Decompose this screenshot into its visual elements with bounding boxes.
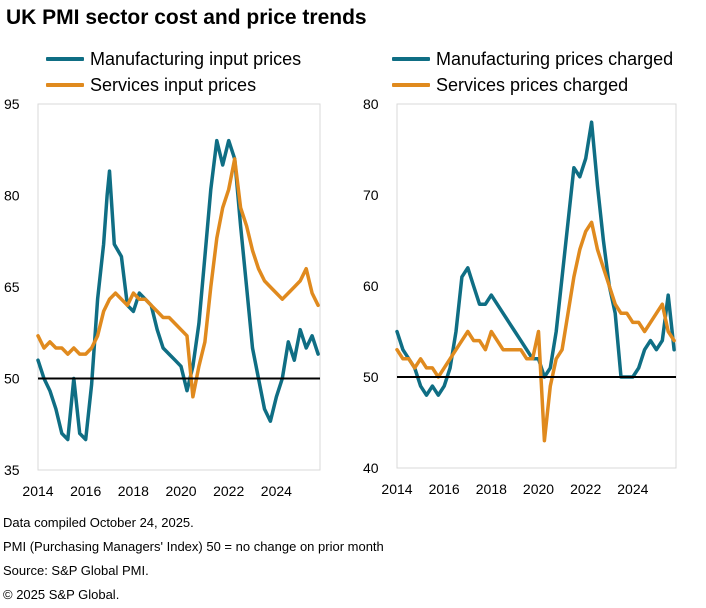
x-tick-label: 2022	[213, 483, 244, 499]
legend-left: Manufacturing input prices Services inpu…	[46, 46, 301, 98]
y-tick-label: 70	[363, 187, 379, 203]
legend-item-services-charged: Services prices charged	[392, 72, 673, 98]
y-tick-label: 60	[363, 278, 379, 294]
legend-swatch-services	[46, 83, 84, 87]
x-tick-label: 2022	[570, 481, 601, 497]
legend-item-manufacturing-charged: Manufacturing prices charged	[392, 46, 673, 72]
y-tick-label: 35	[4, 462, 20, 478]
legend-item-manufacturing-input: Manufacturing input prices	[46, 46, 301, 72]
legend-swatch-services	[392, 83, 430, 87]
legend-label: Manufacturing prices charged	[436, 48, 674, 69]
x-tick-label: 2018	[476, 481, 507, 497]
plot-frame	[37, 103, 321, 471]
legend-label: Services prices charged	[436, 74, 629, 95]
x-tick-label: 2016	[429, 481, 460, 497]
y-tick-label: 50	[363, 369, 379, 385]
x-tick-label: 2020	[165, 483, 196, 499]
footer-note: PMI (Purchasing Managers' Index) 50 = no…	[3, 539, 384, 554]
series-line-manufacturing-input-prices	[36, 138, 320, 442]
series-line-manufacturing-prices-charged	[395, 120, 676, 397]
footer-date: Data compiled October 24, 2025.	[3, 515, 194, 530]
x-tick-label: 2024	[261, 483, 292, 499]
plot-frame	[396, 103, 677, 469]
legend-swatch-manufacturing	[392, 57, 430, 61]
y-tick-label: 95	[4, 96, 20, 112]
y-tick-label: 40	[363, 460, 379, 476]
y-tick-label: 65	[4, 279, 20, 295]
x-tick-label: 2018	[118, 483, 149, 499]
legend-swatch-manufacturing	[46, 57, 84, 61]
series-line-services-prices-charged	[395, 220, 676, 443]
x-tick-label: 2020	[523, 481, 554, 497]
legend-right: Manufacturing prices charged Services pr…	[392, 46, 673, 98]
page-title: UK PMI sector cost and price trends	[6, 6, 367, 29]
y-tick-label: 50	[4, 371, 20, 387]
y-tick-label: 80	[363, 96, 379, 112]
x-tick-label: 2014	[381, 481, 412, 497]
y-tick-label: 80	[4, 188, 20, 204]
x-tick-label: 2024	[617, 481, 648, 497]
series-line-services-input-prices	[36, 157, 320, 399]
x-tick-label: 2016	[70, 483, 101, 499]
x-tick-label: 2014	[22, 483, 53, 499]
legend-label: Services input prices	[90, 74, 257, 95]
legend-item-services-input: Services input prices	[46, 72, 301, 98]
footer-copyright: © 2025 S&P Global.	[3, 587, 120, 602]
footer-source: Source: S&P Global PMI.	[3, 563, 149, 578]
legend-label: Manufacturing input prices	[90, 48, 302, 69]
